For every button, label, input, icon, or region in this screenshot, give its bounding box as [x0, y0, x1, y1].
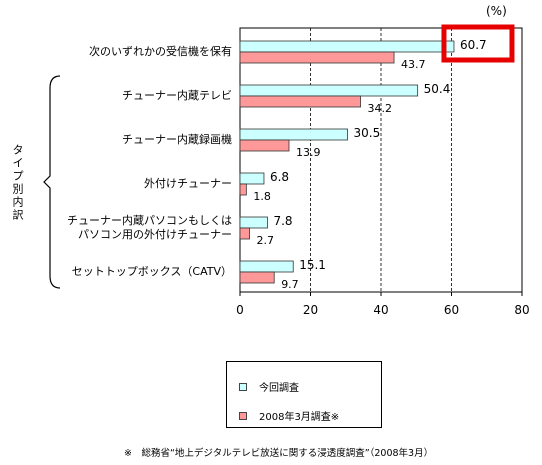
data-label-2008-3: 1.8: [253, 190, 271, 203]
legend-swatch-2008: [239, 411, 247, 420]
category-label-4: パソコン用の外付けチューナー: [78, 228, 232, 241]
data-label-2008-4: 2.7: [257, 234, 275, 247]
bar-current-3: [239, 172, 265, 185]
bar-current-2: [239, 128, 348, 141]
data-label-2008-1: 34.2: [368, 102, 393, 115]
data-label-2008-0: 43.7: [401, 58, 426, 71]
group-label-char: プ: [13, 170, 24, 183]
category-label-1: チューナー内蔵テレビ: [122, 88, 232, 102]
bar-current-1: [239, 84, 419, 97]
group-label-char: 内: [13, 195, 24, 209]
data-label-current-4: 7.8: [273, 214, 292, 228]
data-label-current-3: 6.8: [270, 170, 289, 184]
x-tick-label: 80: [514, 303, 529, 317]
group-label-char: イ: [13, 157, 24, 170]
data-label-current-2: 30.5: [354, 126, 381, 140]
data-label-2008-5: 9.7: [281, 278, 299, 291]
legend-item-current: 今回調査: [239, 379, 299, 394]
bar-2008-1: [239, 95, 361, 108]
category-label-0: 次のいずれかの受信機を保有: [89, 44, 232, 58]
category-label-4: チューナー内蔵パソコンもしくは: [67, 213, 232, 227]
bar-current-0: [239, 40, 455, 53]
data-label-current-5: 15.1: [299, 258, 326, 272]
bar-2008-2: [239, 139, 290, 152]
bar-2008-3: [239, 183, 247, 196]
legend-item-2008: 2008年3月調査※: [239, 408, 339, 423]
bar-2008-4: [239, 227, 250, 240]
highlight-box: [441, 24, 515, 63]
legend-label-current: 今回調査: [259, 383, 299, 394]
bar-2008-5: [239, 271, 275, 284]
legend-swatch-current: [239, 382, 247, 391]
bar-2008-0: [239, 51, 395, 64]
x-tick-label: 0: [236, 303, 244, 317]
x-tick-label: 20: [303, 303, 318, 317]
unit-label: (%): [486, 4, 507, 18]
group-label-char: タ: [13, 144, 24, 157]
legend-label-2008: 2008年3月調査※: [259, 412, 340, 423]
data-label-current-1: 50.4: [424, 82, 451, 96]
category-label-3: 外付けチューナー: [144, 177, 232, 190]
group-bracket: [43, 75, 61, 289]
legend: 今回調査 2008年3月調査※: [226, 361, 382, 428]
group-label-char: 訳: [13, 208, 24, 222]
x-tick-label: 60: [444, 303, 459, 317]
data-label-current-0: 60.7: [460, 38, 487, 52]
bar-current-4: [239, 216, 268, 229]
source-note: ※ 総務省“地上デジタルテレビ放送に関する浸透度調査”（2008年3月）: [124, 448, 434, 459]
x-tick-label: 40: [373, 303, 388, 317]
bar-current-5: [239, 260, 294, 273]
category-label-2: チューナー内蔵録画機: [122, 132, 232, 146]
data-label-2008-2: 13.9: [296, 146, 321, 159]
category-label-5: セットトップボックス（CATV）: [72, 265, 232, 278]
group-label-char: 別: [13, 183, 24, 196]
bar-chart: 0 20 40 60 80 60.7 43.7 次のいずれかの受信機を保有 50.4 34.2 チュ…: [13, 24, 530, 317]
